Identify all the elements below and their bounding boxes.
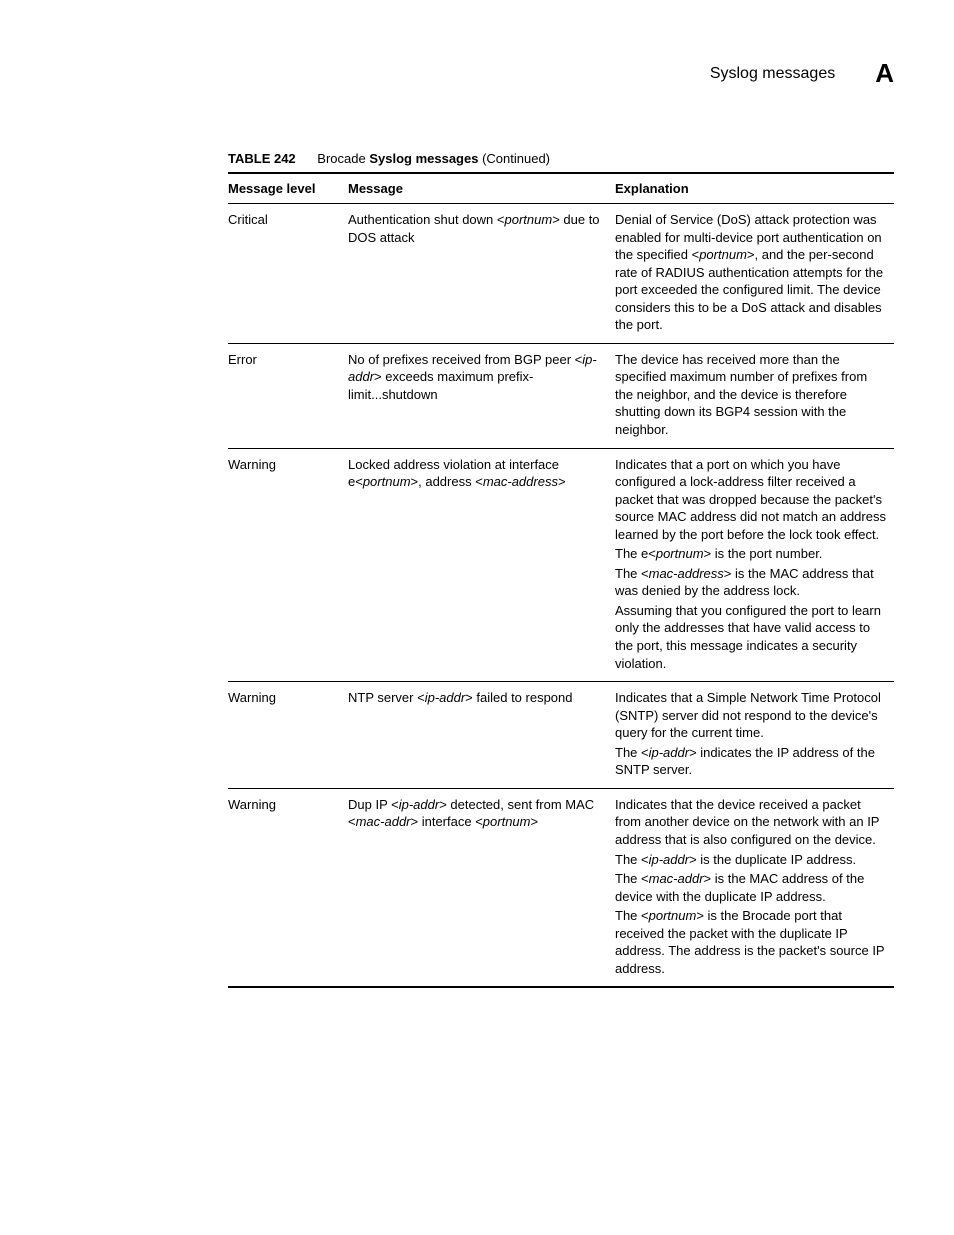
cell-message: Locked address violation at interface e<…	[348, 448, 615, 682]
table-title-suffix: (Continued)	[478, 151, 550, 166]
page-header: Syslog messages A	[0, 58, 954, 89]
table-caption: TABLE 242 Brocade Syslog messages (Conti…	[228, 151, 894, 166]
cell-level: Error	[228, 343, 348, 448]
table-number: TABLE 242	[228, 151, 296, 166]
syslog-table: Message level Message Explanation Critic…	[228, 172, 894, 988]
cell-level: Warning	[228, 682, 348, 789]
cell-message: Dup IP <ip-addr> detected, sent from MAC…	[348, 788, 615, 987]
table-row: WarningNTP server <ip-addr> failed to re…	[228, 682, 894, 789]
content-area: TABLE 242 Brocade Syslog messages (Conti…	[228, 151, 894, 988]
explanation-paragraph: The e<portnum> is the port number.	[615, 545, 888, 563]
table-row: CriticalAuthentication shut down <portnu…	[228, 204, 894, 344]
table-title-prefix: Brocade	[317, 151, 369, 166]
table-row: WarningLocked address violation at inter…	[228, 448, 894, 682]
explanation-paragraph: The device has received more than the sp…	[615, 351, 888, 439]
explanation-paragraph: Indicates that a port on which you have …	[615, 456, 888, 544]
table-header-row: Message level Message Explanation	[228, 173, 894, 204]
explanation-paragraph: Assuming that you configured the port to…	[615, 602, 888, 672]
col-header-message: Message	[348, 173, 615, 204]
cell-explanation: Indicates that a port on which you have …	[615, 448, 894, 682]
explanation-paragraph: Indicates that a Simple Network Time Pro…	[615, 689, 888, 742]
col-header-explanation: Explanation	[615, 173, 894, 204]
cell-message: No of prefixes received from BGP peer <i…	[348, 343, 615, 448]
cell-explanation: Indicates that a Simple Network Time Pro…	[615, 682, 894, 789]
cell-message: Authentication shut down <portnum> due t…	[348, 204, 615, 344]
chapter-letter: A	[875, 58, 894, 89]
cell-level: Warning	[228, 448, 348, 682]
cell-level: Warning	[228, 788, 348, 987]
table-row: ErrorNo of prefixes received from BGP pe…	[228, 343, 894, 448]
header-title: Syslog messages	[710, 65, 835, 83]
explanation-paragraph: The <portnum> is the Brocade port that r…	[615, 907, 888, 977]
explanation-paragraph: Indicates that the device received a pac…	[615, 796, 888, 849]
table-row: WarningDup IP <ip-addr> detected, sent f…	[228, 788, 894, 987]
explanation-paragraph: Denial of Service (DoS) attack protectio…	[615, 211, 888, 334]
col-header-level: Message level	[228, 173, 348, 204]
table-body: CriticalAuthentication shut down <portnu…	[228, 204, 894, 988]
explanation-paragraph: The <mac-addr> is the MAC address of the…	[615, 870, 888, 905]
explanation-paragraph: The <ip-addr> is the duplicate IP addres…	[615, 851, 888, 869]
cell-explanation: Denial of Service (DoS) attack protectio…	[615, 204, 894, 344]
explanation-paragraph: The <mac-address> is the MAC address tha…	[615, 565, 888, 600]
page: Syslog messages A TABLE 242 Brocade Sysl…	[0, 0, 954, 1235]
cell-explanation: Indicates that the device received a pac…	[615, 788, 894, 987]
explanation-paragraph: The <ip-addr> indicates the IP address o…	[615, 744, 888, 779]
cell-level: Critical	[228, 204, 348, 344]
table-title-bold: Syslog messages	[369, 151, 478, 166]
cell-message: NTP server <ip-addr> failed to respond	[348, 682, 615, 789]
cell-explanation: The device has received more than the sp…	[615, 343, 894, 448]
